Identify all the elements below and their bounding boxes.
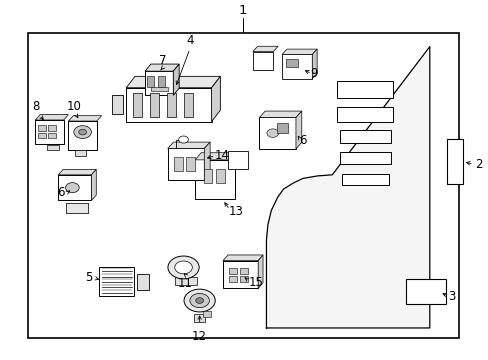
Polygon shape	[282, 49, 317, 54]
Polygon shape	[167, 142, 210, 148]
Bar	[405, 279, 445, 305]
Bar	[150, 93, 159, 117]
Text: 14: 14	[214, 149, 229, 162]
Text: 3: 3	[447, 291, 455, 303]
Polygon shape	[91, 170, 96, 201]
Text: 4: 4	[186, 33, 193, 46]
Text: 6: 6	[58, 186, 65, 199]
Text: 13: 13	[228, 205, 244, 218]
Bar	[75, 149, 85, 156]
Bar	[150, 86, 167, 91]
Bar	[339, 130, 390, 144]
Bar	[194, 314, 204, 321]
Bar	[47, 145, 60, 150]
Bar	[137, 274, 149, 290]
Bar	[259, 117, 295, 149]
Text: 5: 5	[85, 271, 92, 284]
Bar	[202, 311, 211, 317]
Bar	[252, 51, 273, 70]
Polygon shape	[126, 76, 220, 88]
Text: 11: 11	[177, 277, 192, 290]
Polygon shape	[259, 111, 301, 117]
Bar	[174, 157, 183, 171]
Polygon shape	[35, 114, 68, 120]
Circle shape	[74, 126, 91, 139]
Bar	[285, 59, 298, 67]
Text: 10: 10	[66, 100, 81, 113]
Circle shape	[266, 129, 278, 138]
Polygon shape	[211, 76, 220, 122]
Circle shape	[178, 136, 188, 143]
Polygon shape	[68, 116, 102, 121]
Bar	[195, 160, 235, 199]
Bar	[145, 71, 173, 95]
Bar	[27, 33, 458, 338]
Bar	[447, 139, 462, 184]
Text: 2: 2	[474, 158, 481, 171]
Bar	[38, 133, 45, 139]
Bar	[175, 276, 197, 285]
Circle shape	[183, 289, 215, 312]
Polygon shape	[312, 49, 317, 79]
Bar	[167, 148, 204, 180]
Circle shape	[174, 261, 192, 274]
Bar	[133, 93, 142, 117]
Bar	[58, 175, 91, 201]
Circle shape	[65, 183, 79, 193]
Bar	[215, 169, 224, 183]
Polygon shape	[195, 153, 241, 160]
Polygon shape	[204, 142, 210, 180]
Bar	[48, 125, 56, 131]
Text: 9: 9	[310, 67, 317, 80]
Bar	[158, 76, 164, 87]
Circle shape	[189, 293, 209, 308]
Bar	[203, 169, 212, 183]
Text: 7: 7	[159, 54, 166, 67]
Bar	[35, 120, 63, 144]
Bar	[68, 121, 97, 150]
Polygon shape	[295, 111, 301, 149]
Polygon shape	[252, 46, 278, 51]
Text: 8: 8	[32, 100, 40, 113]
Bar	[337, 107, 393, 122]
Bar	[38, 125, 45, 131]
Bar	[342, 174, 388, 185]
Text: 15: 15	[248, 276, 263, 289]
Bar	[184, 93, 193, 117]
Polygon shape	[145, 64, 179, 71]
Bar	[167, 93, 176, 117]
Bar	[66, 203, 88, 213]
Polygon shape	[258, 255, 263, 288]
Circle shape	[167, 256, 199, 279]
Circle shape	[195, 298, 203, 303]
Bar	[99, 267, 134, 296]
Bar	[66, 203, 88, 213]
Bar	[147, 76, 154, 87]
Text: 6: 6	[299, 134, 306, 147]
Circle shape	[79, 129, 86, 135]
Bar	[229, 268, 237, 274]
Bar	[277, 123, 287, 133]
Text: 1: 1	[238, 4, 247, 17]
Polygon shape	[173, 64, 179, 95]
Bar	[337, 81, 393, 98]
Bar	[282, 54, 312, 79]
Bar	[126, 88, 211, 122]
Bar	[240, 276, 247, 282]
Polygon shape	[58, 170, 96, 175]
Bar	[223, 261, 258, 288]
Bar	[48, 133, 56, 139]
Bar	[228, 151, 247, 169]
Polygon shape	[223, 255, 263, 261]
Bar	[186, 157, 195, 171]
Bar	[339, 152, 390, 164]
Bar	[229, 276, 237, 282]
Bar	[112, 95, 122, 114]
Bar	[240, 268, 247, 274]
Text: 12: 12	[192, 330, 207, 343]
Polygon shape	[266, 46, 429, 328]
